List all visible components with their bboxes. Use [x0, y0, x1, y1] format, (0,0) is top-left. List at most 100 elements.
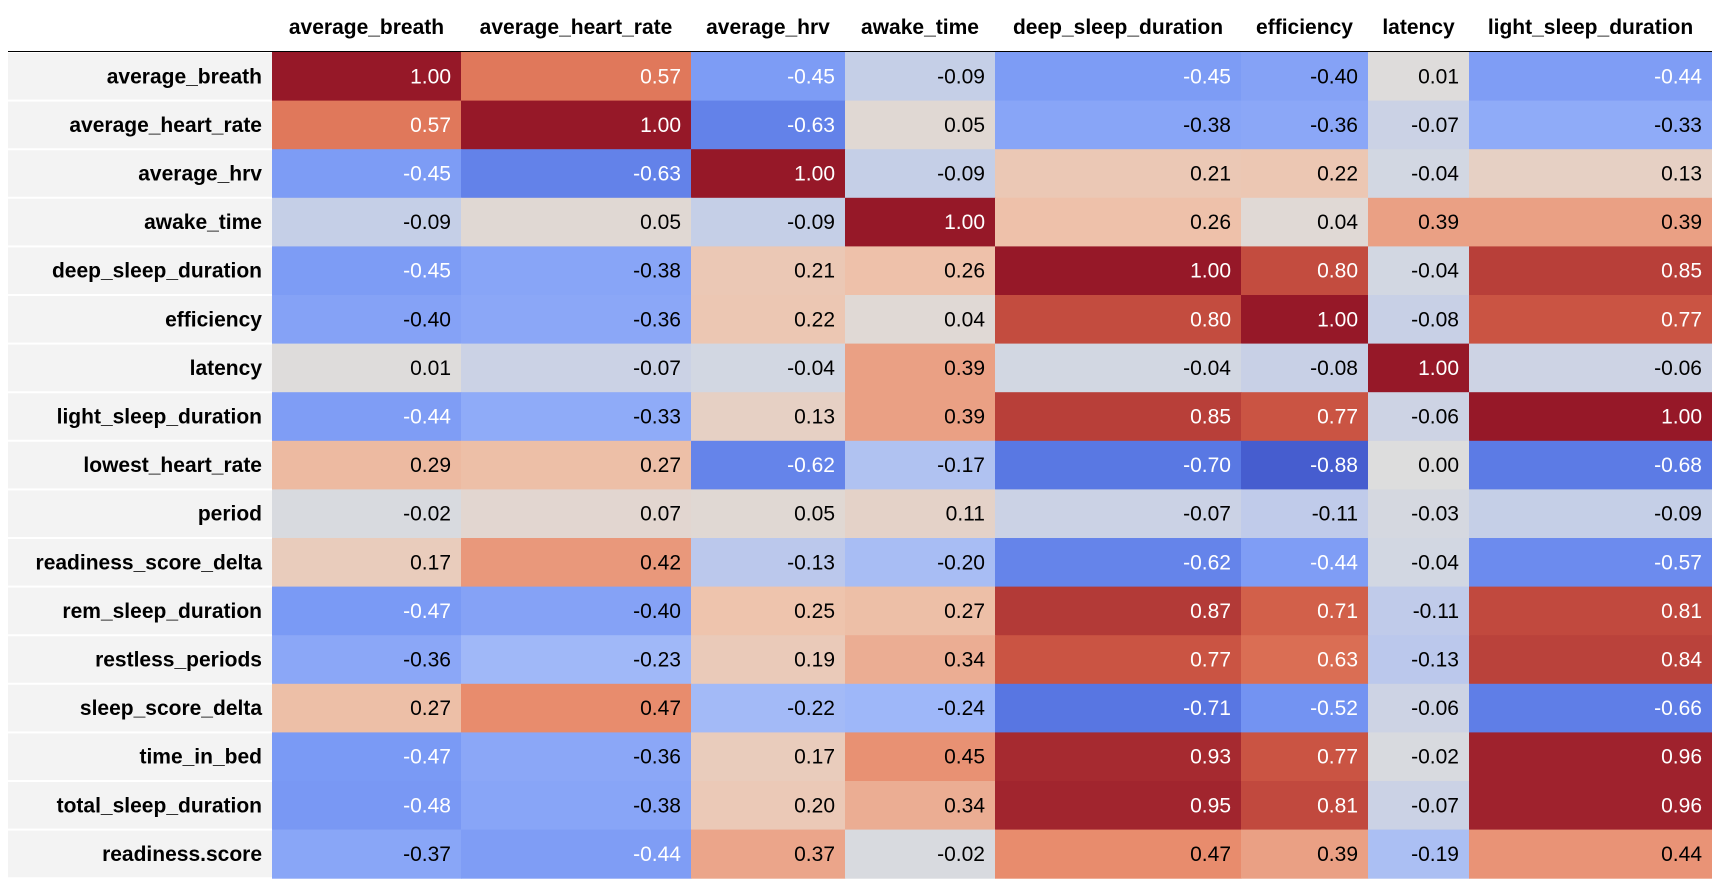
heatmap-cell-restless-periods-average-hrv — [691, 635, 846, 685]
cell-label-average-heart-rate-latency: -0.07 — [1411, 114, 1459, 137]
heatmap-cell-readiness-score-delta-average-breath — [272, 538, 462, 588]
cell-label-awake-time-efficiency: 0.04 — [1317, 211, 1358, 234]
cell-label-period-average-heart-rate: 0.07 — [640, 503, 681, 526]
heatmap-cell-deep-sleep-duration-deep-sleep-duration — [995, 246, 1242, 296]
cell-label-total-sleep-duration-average-breath: -0.48 — [403, 794, 451, 817]
cell-label-latency-average-hrv: -0.04 — [787, 357, 835, 380]
heatmap-cell-awake-time-average-heart-rate — [461, 197, 692, 247]
heatmap-cell-restless-periods-latency — [1368, 635, 1470, 685]
heatmap-cell-period-efficiency — [1241, 489, 1369, 539]
heatmap-cell-lowest-heart-rate-average-heart-rate — [461, 440, 692, 490]
column-header-light-sleep-duration: light_sleep_duration — [1488, 16, 1693, 39]
cell-label-lowest-heart-rate-latency: 0.00 — [1418, 454, 1459, 477]
heatmap-cell-average-hrv-awake-time — [845, 149, 996, 199]
cell-label-deep-sleep-duration-average-breath: -0.45 — [403, 260, 451, 283]
heatmap-cell-awake-time-average-breath — [272, 197, 462, 247]
heatmap-cell-average-heart-rate-average-heart-rate — [461, 100, 692, 150]
heatmap-cell-period-average-heart-rate — [461, 489, 692, 539]
cell-label-period-awake-time: 0.11 — [946, 503, 985, 526]
cell-label-average-breath-average-heart-rate: 0.57 — [640, 65, 681, 88]
heatmap-cell-sleep-score-delta-average-heart-rate — [461, 683, 692, 733]
cell-label-light-sleep-duration-latency: -0.06 — [1411, 406, 1459, 429]
cell-label-deep-sleep-duration-latency: -0.04 — [1411, 260, 1459, 283]
cell-label-awake-time-average-hrv: -0.09 — [787, 211, 835, 234]
heatmap-cell-readiness-score-delta-awake-time — [845, 538, 996, 588]
heatmap-cell-rem-sleep-duration-latency — [1368, 586, 1470, 636]
heatmap-cell-readiness-score-deep-sleep-duration — [995, 829, 1242, 879]
heatmap-cell-average-breath-light-sleep-duration — [1469, 52, 1712, 102]
row-header-background — [8, 296, 272, 343]
heatmap-cell-average-hrv-efficiency — [1241, 149, 1369, 199]
heatmap-cell-efficiency-efficiency — [1241, 295, 1369, 345]
heatmap-cell-total-sleep-duration-efficiency — [1241, 781, 1369, 831]
row-header-background — [8, 198, 272, 246]
cell-label-lowest-heart-rate-average-hrv: -0.62 — [787, 454, 835, 477]
heatmap-cell-average-heart-rate-efficiency — [1241, 100, 1369, 150]
cell-label-restless-periods-deep-sleep-duration: 0.77 — [1190, 649, 1231, 672]
cell-label-efficiency-average-heart-rate: -0.36 — [633, 308, 681, 331]
cell-label-average-heart-rate-average-breath: 0.57 — [410, 114, 451, 137]
cell-label-readiness-score-delta-average-hrv: -0.13 — [787, 551, 835, 574]
heatmap-cell-period-average-breath — [272, 489, 462, 539]
heatmap-cell-average-hrv-average-breath — [272, 149, 462, 199]
cell-label-average-hrv-deep-sleep-duration: 0.21 — [1190, 163, 1231, 186]
cell-label-efficiency-average-breath: -0.40 — [403, 308, 451, 331]
cell-label-sleep-score-delta-awake-time: -0.24 — [937, 697, 985, 720]
heatmap-cell-period-light-sleep-duration — [1469, 489, 1712, 539]
heatmap-cell-average-heart-rate-latency — [1368, 100, 1470, 150]
cell-label-restless-periods-average-breath: -0.36 — [403, 649, 451, 672]
row-headers-group: average_breath average_heart_rate average_… — [36, 65, 263, 866]
cell-label-average-breath-latency: 0.01 — [1418, 65, 1459, 88]
heatmap-cell-latency-awake-time — [845, 343, 996, 393]
cell-label-period-average-breath: -0.02 — [403, 503, 451, 526]
heatmap-cell-light-sleep-duration-deep-sleep-duration — [995, 392, 1242, 442]
cell-label-sleep-score-delta-efficiency: -0.52 — [1310, 697, 1358, 720]
heatmap-cell-restless-periods-deep-sleep-duration — [995, 635, 1242, 685]
cell-label-restless-periods-average-heart-rate: -0.23 — [633, 649, 681, 672]
cell-label-time-in-bed-light-sleep-duration: 0.96 — [1661, 746, 1702, 769]
cell-label-period-deep-sleep-duration: -0.07 — [1183, 503, 1231, 526]
cell-label-restless-periods-latency: -0.13 — [1411, 649, 1459, 672]
heatmap-cell-average-breath-awake-time — [845, 52, 996, 102]
heatmap-cell-rem-sleep-duration-light-sleep-duration — [1469, 586, 1712, 636]
heatmap-cell-restless-periods-awake-time — [845, 635, 996, 685]
cell-label-time-in-bed-average-heart-rate: -0.36 — [633, 746, 681, 769]
cell-label-awake-time-light-sleep-duration: 0.39 — [1661, 211, 1702, 234]
cell-label-efficiency-deep-sleep-duration: 0.80 — [1190, 308, 1231, 331]
cell-label-average-breath-deep-sleep-duration: -0.45 — [1183, 65, 1231, 88]
cell-label-readiness-score-delta-average-breath: 0.17 — [410, 551, 451, 574]
cell-label-total-sleep-duration-awake-time: 0.34 — [944, 794, 985, 817]
heatmap-cell-latency-latency — [1368, 343, 1470, 393]
cell-label-rem-sleep-duration-latency: -0.11 — [1413, 600, 1459, 623]
heatmap-cell-restless-periods-average-heart-rate — [461, 635, 692, 685]
heatmap-cell-total-sleep-duration-average-hrv — [691, 781, 846, 831]
cell-label-efficiency-awake-time: 0.04 — [944, 308, 985, 331]
cell-label-sleep-score-delta-latency: -0.06 — [1411, 697, 1459, 720]
heatmap-cell-readiness-score-delta-deep-sleep-duration — [995, 538, 1242, 588]
heatmap-cell-latency-deep-sleep-duration — [995, 343, 1242, 393]
cell-label-latency-light-sleep-duration: -0.06 — [1654, 357, 1702, 380]
heatmap-cell-deep-sleep-duration-average-hrv — [691, 246, 846, 296]
cell-label-rem-sleep-duration-average-heart-rate: -0.40 — [633, 600, 681, 623]
cell-label-average-breath-average-hrv: -0.45 — [787, 65, 835, 88]
heatmap-cell-latency-average-breath — [272, 343, 462, 393]
cell-label-deep-sleep-duration-average-heart-rate: -0.38 — [633, 260, 681, 283]
heatmap-cell-lowest-heart-rate-efficiency — [1241, 440, 1369, 490]
cell-label-average-breath-light-sleep-duration: -0.44 — [1654, 65, 1702, 88]
row-header-background — [8, 490, 272, 537]
cell-label-lowest-heart-rate-average-heart-rate: 0.27 — [640, 454, 681, 477]
heatmap-cell-restless-periods-average-breath — [272, 635, 462, 685]
heatmap-cell-efficiency-deep-sleep-duration — [995, 295, 1242, 345]
heatmap-cell-light-sleep-duration-efficiency — [1241, 392, 1369, 442]
cell-label-average-hrv-light-sleep-duration: 0.13 — [1661, 163, 1702, 186]
heatmap-cell-average-heart-rate-awake-time — [845, 100, 996, 150]
cell-label-average-heart-rate-deep-sleep-duration: -0.38 — [1183, 114, 1231, 137]
heatmap-cell-time-in-bed-awake-time — [845, 732, 996, 782]
cell-label-latency-awake-time: 0.39 — [944, 357, 985, 380]
row-header-average-heart-rate: average_heart_rate — [69, 114, 262, 137]
heatmap-cell-latency-efficiency — [1241, 343, 1369, 393]
heatmap-cell-lowest-heart-rate-deep-sleep-duration — [995, 440, 1242, 490]
column-header-awake-time: awake_time — [861, 16, 979, 39]
cell-label-rem-sleep-duration-awake-time: 0.27 — [944, 600, 985, 623]
